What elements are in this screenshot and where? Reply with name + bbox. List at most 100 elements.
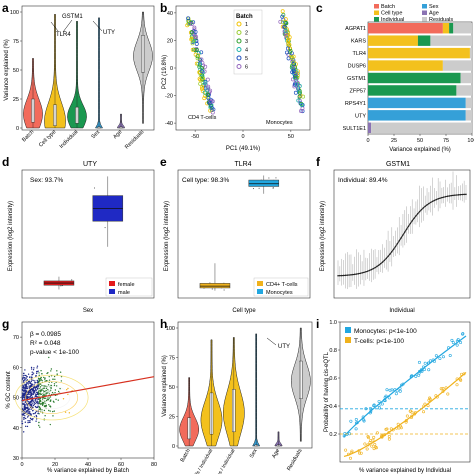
gc-point	[39, 409, 41, 411]
panel-d-xlabel: Sex	[83, 308, 93, 314]
gc-point	[31, 393, 33, 396]
panel-e-ylabel: Expression (log2 intensity)	[164, 201, 170, 271]
pca-point	[186, 16, 191, 21]
gc-point	[48, 393, 51, 395]
gc-point	[29, 417, 32, 420]
gc-point	[36, 406, 39, 408]
panel-label-a: a	[2, 1, 9, 15]
gc-point	[42, 401, 44, 404]
pca-point	[205, 77, 210, 82]
gc-point	[44, 377, 46, 379]
legend-swatch-Sex	[422, 4, 427, 9]
gc-point	[49, 410, 51, 412]
gc-point	[24, 387, 27, 390]
gc-point	[59, 371, 62, 373]
category-label-RPS4Y1: RPS4Y1	[345, 101, 366, 107]
gc-point	[29, 392, 31, 394]
bar-GSTM1-Individual	[368, 72, 461, 84]
gc-point	[41, 389, 43, 391]
xtick-label-0: Batch	[21, 129, 35, 143]
ytick-label-100: 100	[10, 10, 19, 16]
eqtl-point-1	[371, 438, 375, 442]
pca-point	[282, 24, 287, 29]
gc-point	[32, 404, 35, 407]
panel-e-xlabel: Cell type	[232, 308, 256, 314]
panel-d-title: UTY	[83, 161, 97, 168]
gc-point	[60, 380, 63, 382]
eqtl-point-1	[455, 383, 459, 387]
gc-point	[26, 425, 29, 428]
pca-point	[278, 19, 283, 24]
gc-point	[51, 391, 54, 394]
gc-point	[36, 395, 38, 398]
panel-label-e: e	[160, 155, 167, 169]
gc-point	[24, 405, 26, 408]
gc-point	[66, 388, 68, 391]
gc-point	[24, 401, 26, 403]
panel-f-title: GSTM1	[386, 161, 410, 168]
panel-h-ylabel: Variance explained (%)	[162, 355, 168, 417]
gc-point	[27, 415, 30, 417]
gc-point	[57, 399, 59, 401]
gc-point	[30, 388, 32, 391]
gc-point	[54, 378, 56, 380]
xtick-label-25: 25	[391, 138, 397, 144]
pca-point	[203, 80, 208, 85]
gc-point	[23, 431, 25, 433]
gc-point	[46, 398, 49, 401]
eqtl-point-0	[423, 361, 427, 365]
ytick-label-75: 75	[13, 39, 19, 45]
regression-line	[21, 376, 155, 402]
category-label-DUSP6: DUSP6	[348, 64, 366, 70]
gc-point	[43, 405, 46, 408]
gc-point	[22, 387, 24, 389]
eqtl-point-1	[365, 447, 369, 451]
gc-point	[34, 398, 37, 401]
gc-point	[37, 412, 39, 415]
panel-f-ylabel: Expression (log2 intensity)	[320, 201, 326, 271]
gc-point	[64, 411, 67, 413]
pca-point	[284, 50, 289, 55]
eqtl-point-0	[362, 418, 366, 422]
pca-point	[200, 73, 205, 78]
bar-UTY-Residuals	[465, 110, 472, 121]
pca-point	[189, 30, 194, 35]
category-label-GSTM1: GSTM1	[347, 76, 366, 82]
pca-point	[197, 57, 202, 62]
eqtl-point-1	[366, 435, 370, 439]
panel-e-title: TLR4	[234, 161, 251, 168]
gc-point	[37, 398, 39, 400]
xtick-label-0: 0	[366, 138, 369, 144]
gc-point	[30, 404, 33, 406]
jitter-point	[93, 187, 95, 189]
gc-point	[25, 384, 27, 386]
legend-swatch-batch-6	[236, 64, 242, 69]
pca-point	[287, 46, 292, 51]
category-label-SULT1E1: SULT1E1	[343, 126, 366, 132]
pca-point	[290, 60, 295, 65]
bar-DUSP6-Residuals	[442, 60, 472, 71]
gc-point	[45, 405, 48, 407]
gc-point	[32, 379, 34, 382]
ytick-label-0: 0	[16, 126, 19, 132]
gc-point	[22, 389, 24, 392]
panel-d-legend-swatch-male	[109, 289, 115, 294]
gc-point	[29, 396, 31, 398]
pca-point	[291, 68, 296, 73]
gc-point	[30, 399, 33, 402]
gc-point	[43, 376, 45, 379]
panel-a-arrow-gstm1	[62, 19, 73, 33]
gc-point	[23, 398, 26, 400]
pca-point	[206, 86, 211, 91]
panel-e-legend-box	[253, 277, 309, 297]
panel-label-i: i	[316, 317, 319, 331]
eqtl-point-0	[377, 399, 381, 403]
gc-point	[24, 386, 26, 388]
eqtl-point-1	[422, 410, 426, 414]
gc-point	[35, 414, 38, 417]
eqtl-point-1	[384, 427, 388, 431]
eqtl-point-1	[428, 397, 432, 401]
eqtl-point-0	[455, 343, 459, 347]
pca-point	[210, 110, 215, 115]
